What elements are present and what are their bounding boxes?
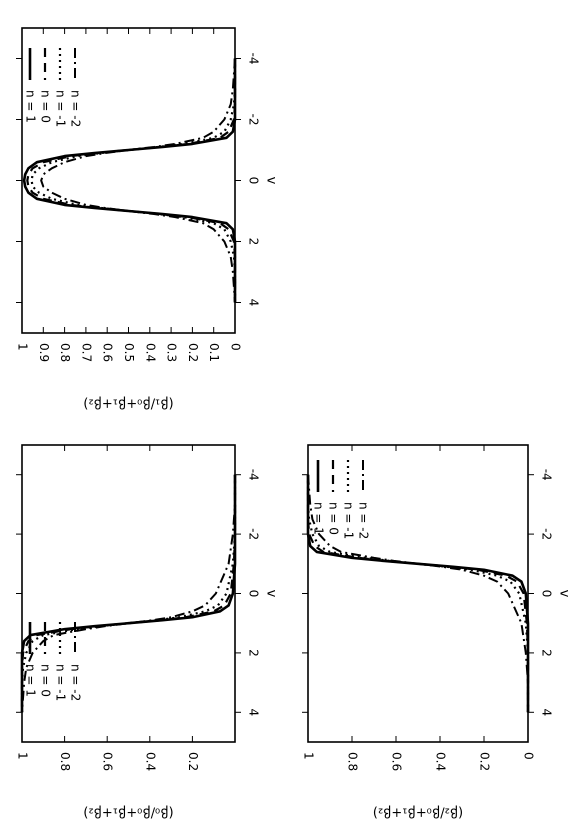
- ylabel-text-beta1: (β₁/β₀+β₁+β₂): [83, 396, 173, 411]
- xtick-label-beta2: -4: [540, 469, 554, 481]
- ytick-labels-beta1: 0 0.1 0.2 0.3 0.4 0.5 0.6 0.7 0.8 0.9 1: [16, 28, 243, 362]
- frame-beta1: [21, 27, 236, 334]
- legend-label-beta2-3: n = -2: [357, 502, 371, 539]
- ytick-labels-beta0: 0.2 0.4 0.6 0.8 1: [16, 445, 200, 771]
- ylabel-text-beta2: (β₂/β₀+β₁+β₂): [373, 805, 463, 820]
- xlabel-text-beta1: v: [264, 177, 279, 185]
- legend-label-beta2-2: n = -1: [342, 502, 356, 539]
- legend-label-beta1-2: n = -1: [54, 90, 68, 127]
- xlabel-beta1: v: [264, 177, 279, 185]
- xtick-label-beta2: -2: [540, 528, 554, 540]
- legend-label-beta1-1: n = 0: [39, 90, 53, 123]
- plot-frame-beta2: [307, 444, 529, 743]
- series-group-beta1: [22, 58, 237, 303]
- ytick-label-beta2: 0.6: [390, 752, 404, 771]
- ytick-label-beta2: 0: [522, 752, 536, 760]
- xtick-label-beta2: 4: [540, 708, 554, 716]
- series-line-beta1-0: [22, 58, 237, 303]
- ytick-label-beta1: 0.7: [79, 343, 93, 362]
- xtick-label-beta0: 0: [247, 590, 261, 598]
- legend-label-beta0-3: n = -2: [69, 664, 83, 701]
- ytick-label-beta1: 0.4: [143, 343, 157, 362]
- plot-frame-beta0: [21, 444, 236, 743]
- ylabel-beta2: (β₂/β₀+β₁+β₂): [373, 805, 463, 820]
- ytick-label-beta0: 0.4: [143, 752, 157, 771]
- series-line-beta0-2: [20, 474, 237, 713]
- plot-frame-beta1: [21, 27, 236, 334]
- ylabel-beta1: (β₁/β₀+β₁+β₂): [83, 396, 173, 411]
- xtick-label-beta1: 4: [247, 299, 261, 307]
- xtick-label-beta0: -4: [247, 469, 261, 481]
- series-line-beta2-2: [306, 474, 530, 713]
- xtick-label-beta0: -2: [247, 528, 261, 540]
- ytick-label-beta1: 1: [16, 343, 30, 351]
- ytick-label-beta1: 0: [229, 343, 243, 351]
- ytick-label-beta1: 0.8: [58, 343, 72, 362]
- xlabel-beta0: v: [264, 590, 279, 598]
- xtick-label-beta2: 2: [540, 649, 554, 657]
- legend-label-beta0-0: n = 1: [24, 664, 38, 697]
- xtick-label-beta0: 2: [247, 649, 261, 657]
- xtick-label-beta1: -4: [247, 53, 261, 65]
- ytick-label-beta2: 0.2: [478, 752, 492, 771]
- ytick-label-beta0: 0.8: [58, 752, 72, 771]
- ylabel-beta0: (β₀/β₀+β₁+β₂): [83, 805, 173, 820]
- chart-beta0: 0.2 0.4 0.6 0.8 1 -4 -2 0 2 4 v (β₀/β₀+β₁+β₂) n …: [16, 444, 279, 820]
- ytick-label-beta1: 0.6: [101, 343, 115, 362]
- ytick-label-beta0: 0.2: [186, 752, 200, 771]
- frame-beta2: [307, 444, 529, 743]
- series-line-beta1-1: [26, 58, 237, 303]
- ytick-label-beta2: 0.8: [346, 752, 360, 771]
- ytick-label-beta1: 0.2: [186, 343, 200, 362]
- ytick-label-beta1: 0.3: [165, 343, 179, 362]
- xtick-label-beta1: 0: [247, 177, 261, 185]
- legend-label-beta0-1: n = 0: [39, 664, 53, 697]
- ytick-labels-beta2: 0 0.2 0.4 0.6 0.8 1: [302, 445, 536, 771]
- xtick-label-beta2: 0: [540, 590, 554, 598]
- chart-beta2: 0 0.2 0.4 0.6 0.8 1 -4 -2 0 2 4 v (β₂/β₀+β₁+β₂) n…: [302, 444, 572, 820]
- series-line-beta0-3: [21, 474, 236, 713]
- series-line-beta2-3: [307, 474, 529, 713]
- series-line-beta1-3: [40, 58, 236, 303]
- ytick-label-beta1: 0.9: [37, 343, 51, 362]
- xtick-label-beta1: 2: [247, 238, 261, 246]
- ytick-label-beta1: 0.5: [122, 343, 136, 362]
- legend-label-beta1-3: n = -2: [69, 90, 83, 127]
- ylabel-text-beta0: (β₀/β₀+β₁+β₂): [83, 805, 173, 820]
- legend-label-beta2-1: n = 0: [327, 502, 341, 535]
- ytick-label-beta1: 0.1: [207, 343, 221, 362]
- xlabel-text-beta2: v: [557, 590, 572, 598]
- legend-label-beta2-0: n = 1: [312, 502, 326, 535]
- frame-beta0: [21, 444, 236, 743]
- ytick-label-beta0: 0.6: [101, 752, 115, 771]
- xtick-label-beta1: -2: [247, 114, 261, 126]
- ytick-label-beta2: 1: [302, 752, 316, 760]
- ytick-label-beta0: 1: [16, 752, 30, 760]
- xtick-label-beta0: 4: [247, 708, 261, 716]
- xlabel-beta2: v: [557, 590, 572, 598]
- legend-label-beta0-2: n = -1: [54, 664, 68, 701]
- xlabel-text-beta0: v: [264, 590, 279, 598]
- xtick-labels-beta0: -4 -2 0 2 4: [16, 469, 261, 716]
- legend-label-beta1-0: n = 1: [24, 90, 38, 123]
- ytick-label-beta2: 0.4: [434, 752, 448, 771]
